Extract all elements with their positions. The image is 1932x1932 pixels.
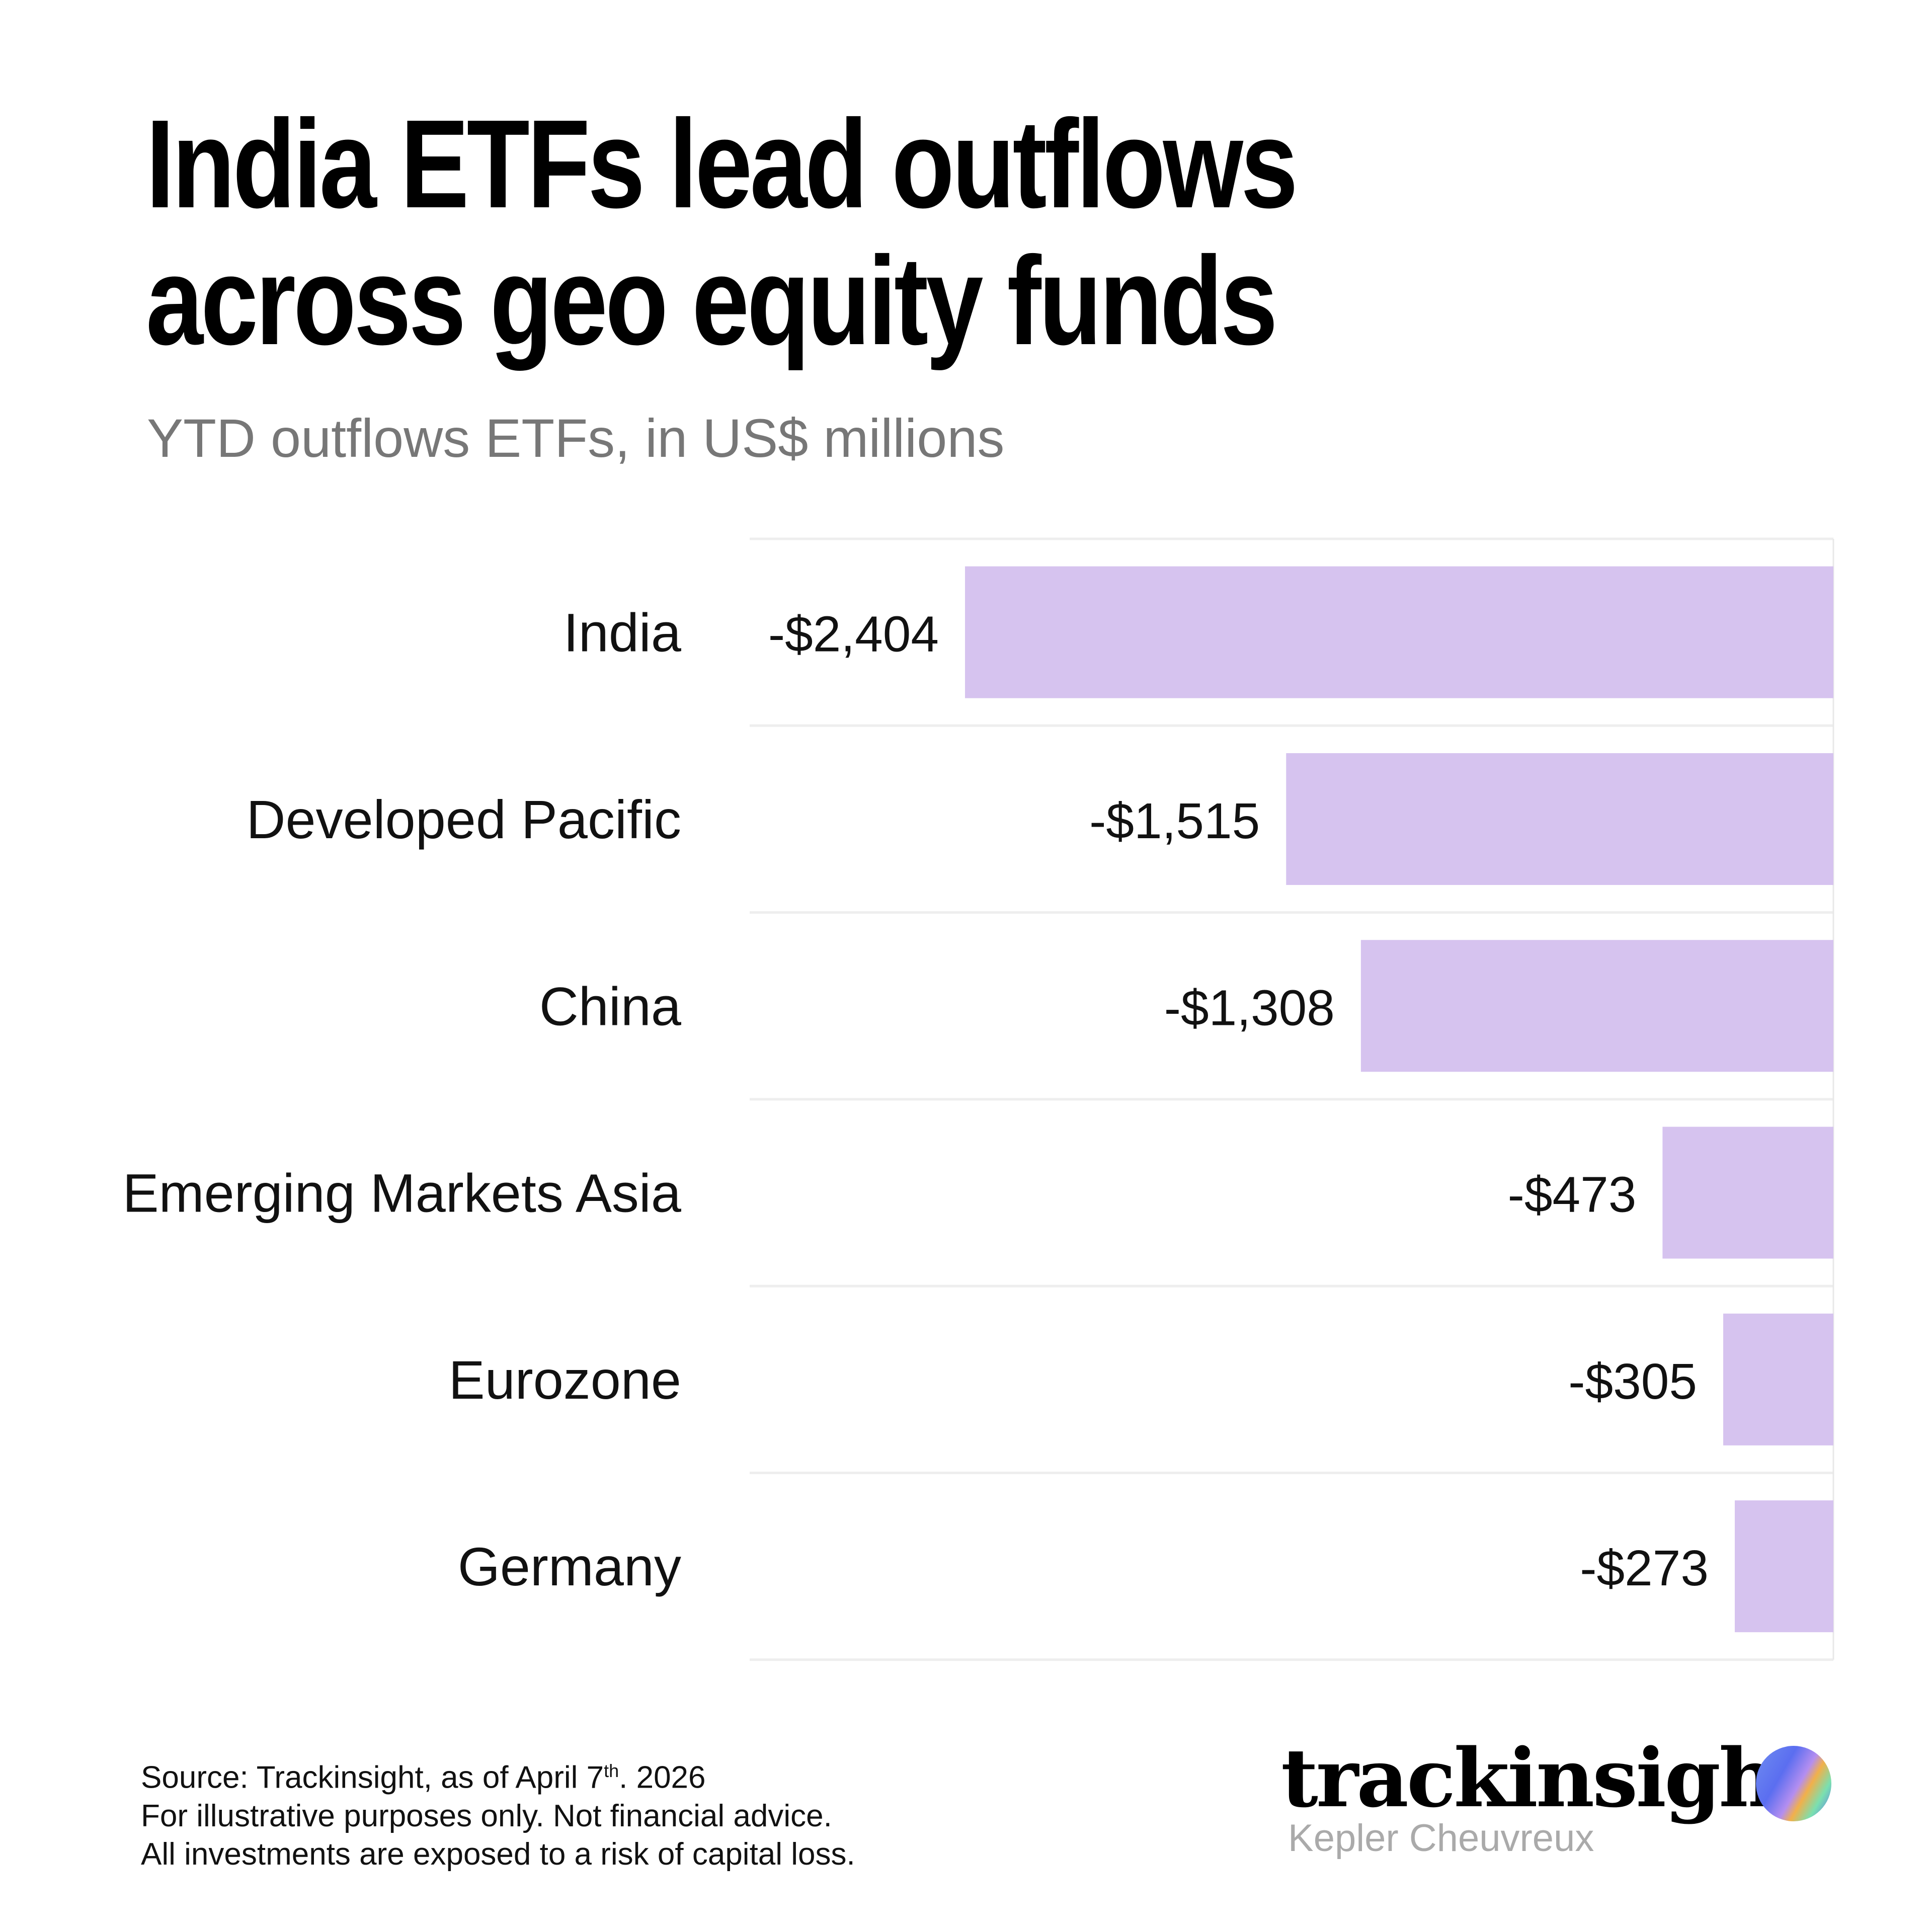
category-label: Developed Pacific bbox=[247, 789, 681, 850]
logo-orb-icon bbox=[1756, 1746, 1831, 1821]
footer-notes: Source: Trackinsight, as of April 7th. 2… bbox=[141, 1752, 855, 1874]
category-label: Emerging Markets Asia bbox=[123, 1163, 682, 1224]
value-label: -$305 bbox=[1568, 1353, 1697, 1410]
bar-india bbox=[965, 566, 1833, 698]
category-label: Eurozone bbox=[449, 1349, 681, 1410]
value-label: -$1,308 bbox=[1164, 980, 1335, 1036]
disclaimer-1: For illustrative purposes only. Not fina… bbox=[141, 1798, 832, 1833]
partner-name: Kepler Cheuvreux bbox=[1288, 1817, 1594, 1860]
bar-emerging-markets-asia bbox=[1662, 1126, 1833, 1259]
page-title: India ETFs lead outflows across geo equi… bbox=[146, 94, 1298, 371]
value-label: -$273 bbox=[1580, 1540, 1709, 1596]
title-line-2: across geo equity funds bbox=[146, 230, 1278, 371]
category-label: China bbox=[539, 976, 682, 1036]
disclaimer-2: All investments are exposed to a risk of… bbox=[141, 1836, 855, 1872]
title-line-1: India ETFs lead outflows bbox=[146, 94, 1298, 234]
bar-china bbox=[1360, 940, 1833, 1072]
source-note: Source: Trackinsight, as of April 7th. 2… bbox=[141, 1760, 706, 1795]
bar-eurozone bbox=[1723, 1313, 1833, 1445]
category-label: India bbox=[564, 602, 682, 663]
bar-developed-pacific bbox=[1286, 753, 1833, 885]
value-label: -$1,515 bbox=[1089, 793, 1260, 849]
trackinsight-logo: trackinsight bbox=[1281, 1731, 1812, 1825]
value-label: -$473 bbox=[1508, 1167, 1637, 1223]
value-label: -$2,404 bbox=[768, 606, 939, 663]
bar-germany bbox=[1734, 1500, 1833, 1633]
category-label: Germany bbox=[458, 1536, 681, 1597]
subtitle: YTD outflows ETFs, in US$ millions bbox=[147, 408, 1005, 468]
